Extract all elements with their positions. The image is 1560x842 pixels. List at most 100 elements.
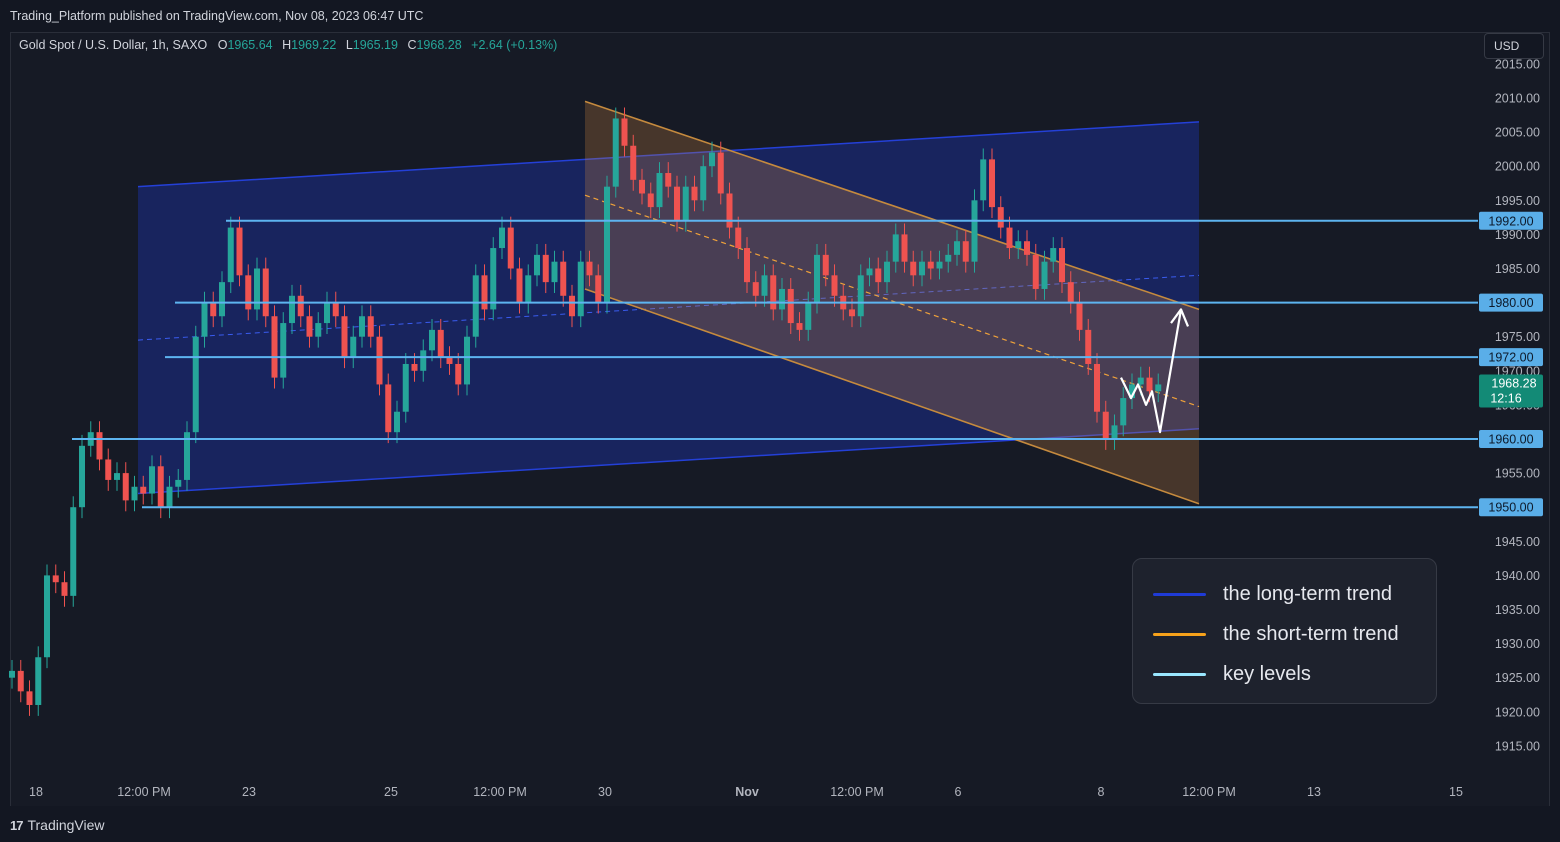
low-label: L bbox=[345, 38, 353, 52]
candle-body bbox=[490, 248, 497, 310]
candle bbox=[79, 434, 85, 519]
candle-body bbox=[927, 261, 934, 269]
candle-body bbox=[157, 466, 164, 508]
candle bbox=[639, 168, 645, 205]
header-bar: Trading_Platform published on TradingVie… bbox=[0, 0, 1560, 32]
candle-body bbox=[796, 323, 803, 330]
candle bbox=[236, 216, 243, 287]
candle bbox=[315, 312, 322, 348]
candle-body bbox=[735, 227, 742, 249]
low-value: 1965.19 bbox=[352, 38, 398, 52]
candle bbox=[166, 475, 173, 519]
candle-body bbox=[962, 241, 969, 262]
open-label: O bbox=[217, 38, 228, 52]
y-tick-label: 2010.00 bbox=[1495, 92, 1540, 106]
candle-body bbox=[44, 575, 50, 658]
candle-body bbox=[892, 234, 899, 262]
x-tick-label: 18 bbox=[29, 785, 43, 799]
candle-body bbox=[1050, 248, 1057, 262]
candle bbox=[796, 312, 803, 341]
candle-body bbox=[604, 186, 610, 303]
currency-button[interactable]: USD bbox=[1484, 33, 1544, 59]
candle-body bbox=[437, 329, 444, 358]
candle-body bbox=[560, 261, 567, 296]
candle bbox=[1024, 230, 1030, 266]
y-tick-label: 1920.00 bbox=[1495, 705, 1540, 719]
key-level-tag bbox=[1479, 430, 1543, 448]
candle bbox=[954, 230, 960, 266]
candle-body bbox=[910, 261, 917, 276]
candle bbox=[866, 257, 873, 287]
candle-body bbox=[262, 268, 269, 317]
candle bbox=[1041, 250, 1048, 300]
candle-body bbox=[595, 275, 602, 303]
last-price-label: 1968.28 bbox=[1491, 377, 1536, 391]
candle bbox=[656, 162, 663, 219]
candle-body bbox=[1155, 384, 1162, 392]
candle bbox=[52, 564, 59, 594]
candle-body bbox=[569, 295, 575, 317]
trend-key-box: the long-term trend the short-term trend… bbox=[1132, 558, 1437, 704]
key-label-short-term: the short-term trend bbox=[1223, 622, 1399, 645]
candle-body bbox=[350, 336, 357, 358]
candle bbox=[770, 264, 777, 321]
candle bbox=[254, 257, 260, 321]
key-item-short-term: the short-term trend bbox=[1153, 622, 1399, 646]
candle bbox=[569, 284, 575, 328]
long-term-median-line bbox=[137, 274, 1200, 341]
candle-body bbox=[1076, 302, 1083, 330]
candle bbox=[9, 659, 15, 689]
candle bbox=[787, 278, 794, 334]
y-tick-label: 1935.00 bbox=[1495, 603, 1540, 617]
candle bbox=[595, 264, 602, 314]
candle bbox=[726, 182, 733, 239]
candle bbox=[490, 237, 497, 321]
candle bbox=[1050, 237, 1057, 273]
x-tick-label: 12:00 PM bbox=[1182, 785, 1236, 799]
candle-body bbox=[429, 329, 435, 351]
short-term-swatch bbox=[1153, 632, 1206, 636]
candle-body bbox=[1146, 377, 1153, 392]
candle bbox=[682, 175, 689, 232]
candle bbox=[1094, 353, 1100, 423]
candle-body bbox=[656, 173, 663, 208]
candle bbox=[717, 141, 724, 205]
x-tick-label: 8 bbox=[1098, 785, 1105, 799]
candle-body bbox=[612, 118, 619, 187]
candle bbox=[184, 421, 190, 491]
candle bbox=[262, 257, 269, 328]
x-tick-label: 25 bbox=[384, 785, 398, 799]
change-value: +2.64 (+0.13%) bbox=[471, 38, 558, 52]
tradingview-logo[interactable]: 17 TradingView bbox=[10, 817, 105, 833]
candle-body bbox=[1015, 241, 1022, 249]
candle-body bbox=[210, 302, 217, 317]
candle bbox=[35, 646, 42, 716]
key-level-tag bbox=[1479, 498, 1543, 517]
candle-body bbox=[901, 234, 908, 262]
candle-body bbox=[105, 459, 112, 480]
candle-body bbox=[420, 350, 427, 371]
candle-body bbox=[1120, 398, 1127, 426]
candle bbox=[945, 243, 952, 273]
candle bbox=[901, 223, 908, 273]
candle-body bbox=[551, 261, 558, 283]
candle bbox=[289, 284, 295, 334]
candle-body bbox=[297, 295, 304, 317]
candle-body bbox=[717, 152, 724, 194]
candle bbox=[516, 257, 523, 314]
candle bbox=[61, 571, 68, 607]
symbol-legend[interactable]: Gold Spot / U.S. Dollar, 1h, SAXO O1965.… bbox=[19, 38, 563, 52]
candle-body bbox=[884, 261, 890, 283]
candle-body bbox=[936, 261, 943, 269]
candle-body bbox=[516, 268, 523, 303]
candle-body bbox=[324, 302, 330, 324]
candle-body bbox=[184, 432, 190, 480]
candle bbox=[604, 175, 610, 314]
candle bbox=[297, 284, 304, 328]
candle-body bbox=[805, 302, 812, 330]
y-tick-label: 1990.00 bbox=[1495, 228, 1540, 242]
x-tick-label: 12:00 PM bbox=[473, 785, 527, 799]
candle bbox=[359, 305, 365, 348]
candle bbox=[376, 325, 383, 396]
